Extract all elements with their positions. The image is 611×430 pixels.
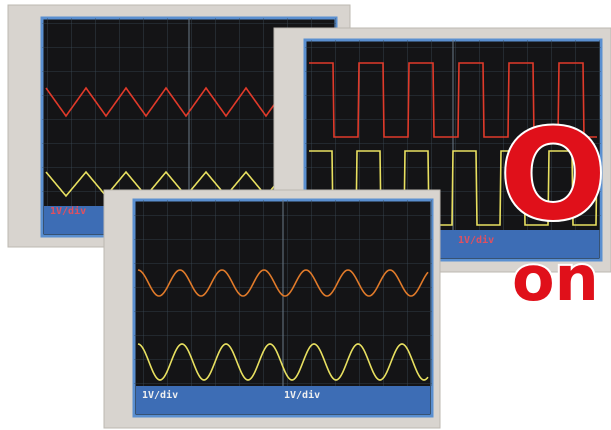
scale-label: 1V/div bbox=[50, 205, 86, 217]
headline-subtitle: on bbox=[512, 242, 599, 315]
scale-label: 1V/div bbox=[458, 234, 494, 246]
headline-title: OL bbox=[500, 103, 611, 248]
waveform bbox=[137, 269, 429, 297]
oscilloscope-screen: 1V/div 1V/div bbox=[103, 189, 441, 429]
scale-label: 1V/div bbox=[142, 389, 178, 401]
info-bar bbox=[136, 386, 430, 414]
waveform bbox=[309, 62, 597, 138]
scale-label: 1V/div bbox=[284, 389, 320, 401]
waveform bbox=[137, 343, 429, 381]
waveform bbox=[309, 150, 598, 226]
